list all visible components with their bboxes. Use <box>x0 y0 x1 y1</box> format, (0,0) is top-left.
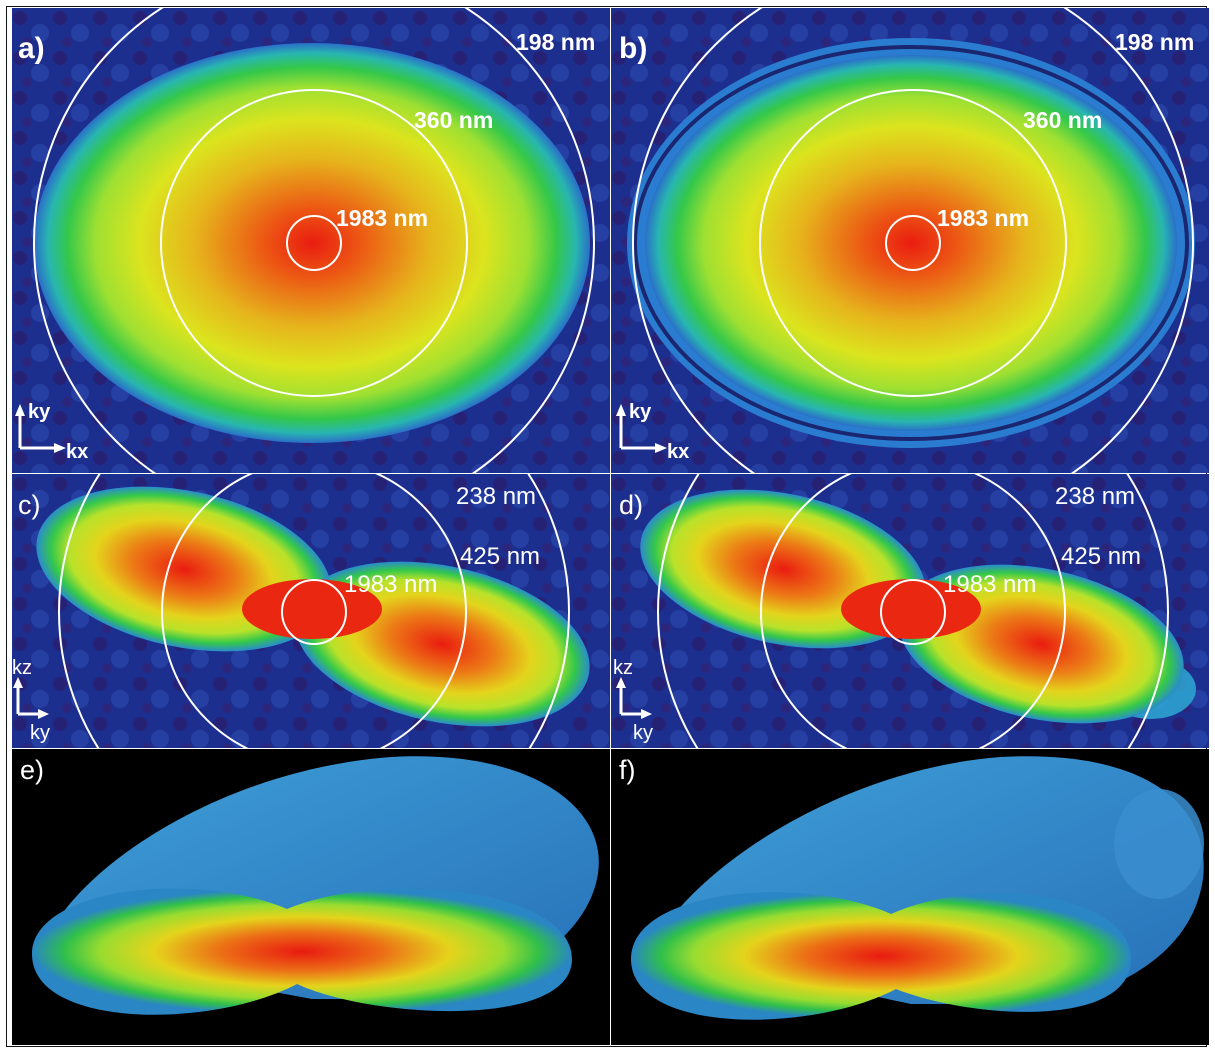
axis-vertical-label: ky <box>28 401 51 423</box>
ring-label-inner: 1983 nm <box>344 571 437 598</box>
ring-outer <box>657 474 1169 748</box>
panel-letter: e) <box>20 755 44 785</box>
ring-middle <box>760 474 1066 748</box>
ring-inner <box>880 579 946 645</box>
panel-a-image: a) 198 nm 360 nm 1983 nm ky kx <box>12 8 610 473</box>
axis-vertical-label: kz <box>12 657 32 679</box>
axis-horizontal-label: kx <box>667 441 689 463</box>
ring-inner <box>281 579 347 645</box>
ring-outer <box>632 8 1194 473</box>
panel-f-image: f) <box>611 749 1209 1045</box>
axis-indicator: ky kx <box>616 401 689 463</box>
axis-indicator: kz ky <box>12 657 50 744</box>
ring-label-outer: 238 nm <box>1055 483 1135 510</box>
panel-c-image: c) 238 nm 425 nm 1983 nm kz ky <box>12 474 610 748</box>
panel-e: e) <box>12 749 610 1045</box>
ring-label-inner: 1983 nm <box>943 571 1036 598</box>
ring-label-middle: 425 nm <box>1061 543 1141 570</box>
panel-letter: a) <box>18 32 45 65</box>
panel-letter: f) <box>619 755 636 785</box>
ring-label-inner: 1983 nm <box>336 205 428 231</box>
ring-label-middle: 360 nm <box>1023 107 1102 133</box>
panel-letter: b) <box>619 32 647 65</box>
ring-outer <box>58 474 570 748</box>
panel-b: b) 198 nm 360 nm 1983 nm ky kx <box>611 8 1209 473</box>
cross-section <box>32 888 572 1015</box>
panel-c: c) 238 nm 425 nm 1983 nm kz ky <box>12 474 610 748</box>
axis-horizontal-label: kx <box>66 441 88 463</box>
ring-label-inner: 1983 nm <box>937 205 1029 231</box>
ring-inner <box>885 215 941 271</box>
panel-letter: d) <box>619 490 643 520</box>
panel-a: a) 198 nm 360 nm 1983 nm ky kx <box>12 8 610 473</box>
axis-horizontal-label: ky <box>633 722 653 744</box>
axis-vertical-label: ky <box>629 401 652 423</box>
panel-d: d) 238 nm 425 nm 1983 nm kz ky <box>611 474 1209 748</box>
panel-letter: c) <box>18 490 41 520</box>
intensity-blob <box>34 43 590 443</box>
axis-horizontal-label: ky <box>30 722 50 744</box>
ring-label-outer: 238 nm <box>456 483 536 510</box>
ring-middle <box>161 474 467 748</box>
intensity-blob <box>645 55 1177 431</box>
panel-b-image: b) 198 nm 360 nm 1983 nm ky kx <box>611 8 1209 473</box>
cross-section <box>631 892 1131 1020</box>
ring-middle <box>160 89 468 397</box>
ring-outer <box>33 8 595 473</box>
panel-f: f) <box>611 749 1209 1045</box>
panel-e-image: e) <box>12 749 610 1045</box>
ring-label-outer: 198 nm <box>516 29 595 55</box>
ring-inner <box>286 215 342 271</box>
axis-vertical-label: kz <box>613 657 633 679</box>
ring-label-middle: 360 nm <box>414 107 493 133</box>
panel-d-image: d) 238 nm 425 nm 1983 nm kz ky <box>611 474 1209 748</box>
ring-middle <box>759 89 1067 397</box>
axis-indicator: kz ky <box>613 657 653 744</box>
ring-label-middle: 425 nm <box>460 543 540 570</box>
axis-indicator: ky kx <box>15 401 88 463</box>
ring-label-outer: 198 nm <box>1115 29 1194 55</box>
